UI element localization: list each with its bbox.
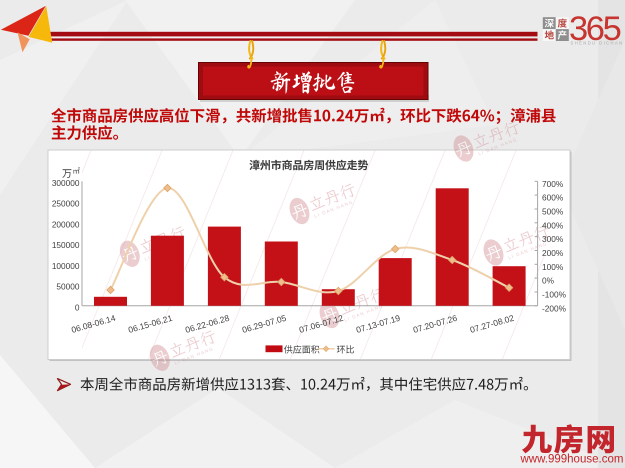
svg-text:365: 365 (569, 10, 621, 48)
svg-text:200000: 200000 (52, 219, 80, 229)
svg-text:300%: 300% (542, 234, 564, 244)
svg-text:600%: 600% (542, 193, 564, 203)
svg-text:200%: 200% (542, 248, 564, 258)
svg-text:150000: 150000 (52, 240, 80, 250)
svg-text:100000: 100000 (52, 261, 80, 271)
svg-text:250000: 250000 (52, 199, 80, 209)
svg-text:400%: 400% (542, 220, 564, 230)
svg-text:www.999house.com: www.999house.com (520, 454, 624, 466)
svg-text:700%: 700% (542, 179, 564, 189)
svg-text:100%: 100% (542, 262, 564, 272)
svg-text:-100%: -100% (542, 290, 567, 300)
svg-text:300000: 300000 (52, 178, 80, 188)
svg-text:SHENDU DICHAN: SHENDU DICHAN (571, 41, 624, 46)
svg-text:0: 0 (75, 302, 80, 312)
svg-text:0%: 0% (542, 276, 555, 286)
svg-text:50000: 50000 (56, 282, 79, 292)
svg-text:-200%: -200% (542, 303, 567, 313)
svg-text:500%: 500% (542, 207, 564, 217)
